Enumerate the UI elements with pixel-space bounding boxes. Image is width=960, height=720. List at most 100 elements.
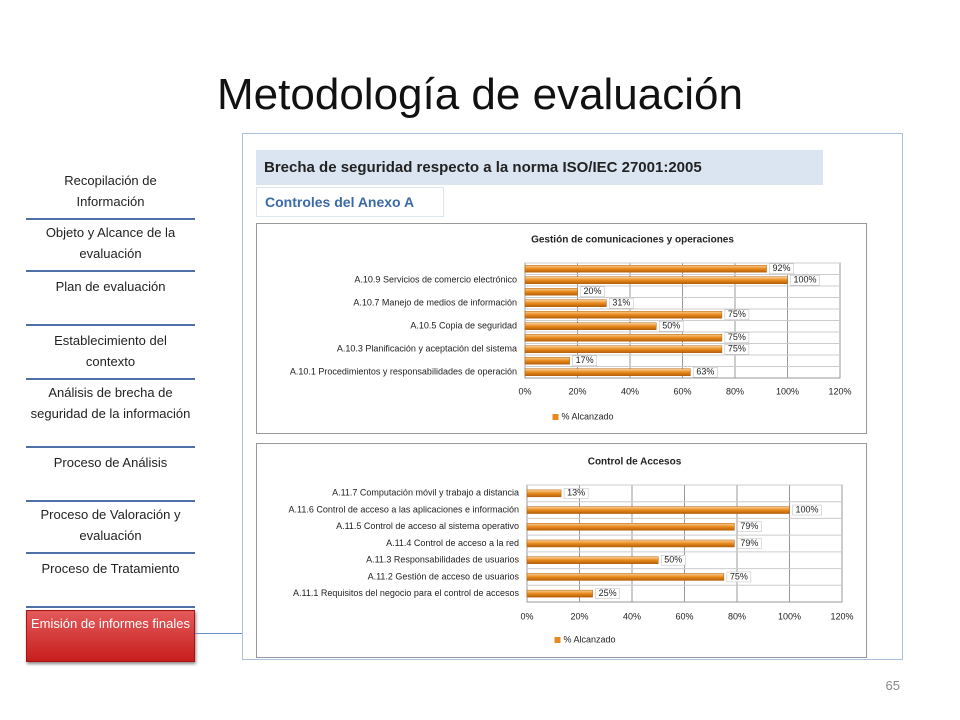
slide-title: Metodología de evaluación [217, 70, 743, 119]
chart-frame [256, 443, 867, 658]
y-tick-label: A.11.1 Requisitos del negocio para el co… [293, 588, 519, 598]
sidebar-item: Proceso de Valoración y evaluación [26, 502, 195, 554]
value-label-box [724, 332, 750, 343]
value-label: 79% [740, 538, 758, 548]
x-tick-label: 60% [673, 386, 691, 396]
panel-subheading: Controles del Anexo A [256, 187, 444, 217]
bar [524, 345, 723, 353]
value-label-box [724, 344, 750, 355]
value-label: 75% [728, 332, 746, 342]
x-tick-label: 20% [568, 386, 586, 396]
value-label: 20% [584, 286, 602, 296]
value-label-box [661, 554, 686, 566]
bar [526, 523, 735, 531]
value-label: 13% [567, 488, 585, 498]
value-label: 79% [740, 521, 758, 531]
bar [526, 506, 790, 514]
y-tick-label: A.11.4 Control de acceso a la red [386, 538, 519, 548]
sidebar-item: Recopilación de Información [26, 168, 195, 220]
bar [524, 311, 723, 319]
bar [526, 539, 735, 548]
value-label-box [737, 538, 762, 549]
bar [524, 288, 578, 296]
value-label: 75% [730, 571, 748, 581]
y-tick-label: A.11.2 Gestión de acceso de usuarios [368, 571, 520, 581]
panel [242, 133, 903, 660]
chart-title: Gestión de comunicaciones y operaciones [531, 235, 734, 246]
value-label: 50% [662, 321, 680, 331]
bar [524, 334, 723, 342]
bar [526, 589, 593, 598]
bar [526, 489, 562, 498]
x-tick-label: 80% [726, 386, 744, 396]
value-label-box [792, 504, 822, 516]
bar [524, 299, 607, 307]
x-tick-label: 80% [728, 611, 746, 621]
bar [524, 322, 657, 330]
value-label: 75% [728, 309, 746, 319]
x-tick-label: 120% [830, 611, 853, 621]
bar [526, 573, 725, 581]
x-tick-label: 0% [520, 611, 533, 621]
panel-heading: Brecha de seguridad respecto a la norma … [256, 150, 823, 185]
value-label: 17% [576, 355, 594, 365]
bar [526, 556, 659, 564]
value-label-box [724, 309, 750, 320]
value-label: 100% [794, 275, 817, 285]
value-label-box [769, 263, 794, 274]
y-tick-label: A.11.7 Computación móvil y trabajo a dis… [332, 488, 519, 498]
legend-swatch [552, 414, 559, 420]
value-label: 31% [612, 298, 630, 308]
connector [195, 633, 242, 634]
y-tick-label: A.10.9 Servicios de comercio electrónico [354, 275, 517, 285]
sidebar-item: Objeto y Alcance de la evaluación [26, 220, 195, 272]
value-label: 92% [773, 263, 791, 273]
bar [524, 368, 691, 376]
y-tick-label: A.10.3 Planificación y aceptación del si… [337, 344, 517, 354]
chart-title: Control de Accesos [588, 457, 682, 468]
value-label-box [790, 275, 820, 286]
sidebar-item: Emisión de informes finales [26, 610, 195, 662]
value-label: 75% [728, 344, 746, 354]
legend-swatch [554, 637, 561, 643]
x-tick-label: 40% [621, 386, 639, 396]
y-tick-label: A.11.5 Control de acceso al sistema oper… [336, 521, 519, 531]
y-tick-label: A.10.7 Manejo de medios de información [353, 298, 517, 308]
value-label-box [563, 488, 589, 499]
value-label-box [609, 298, 634, 309]
x-tick-label: 60% [675, 611, 693, 621]
value-label-box [572, 355, 597, 366]
x-tick-label: 100% [778, 611, 801, 621]
sidebar-item: Proceso de Análisis [26, 450, 195, 502]
value-label: 100% [796, 504, 819, 514]
value-label: 25% [599, 588, 617, 598]
x-tick-label: 100% [776, 386, 799, 396]
bar [524, 276, 788, 284]
bar [524, 265, 767, 273]
sidebar-item: Plan de evaluación [26, 274, 195, 326]
x-tick-label: 20% [570, 611, 588, 621]
y-tick-label: A.10.1 Procedimientos y responsabilidade… [290, 367, 517, 377]
value-label-box [726, 571, 752, 583]
value-label-box [693, 367, 718, 378]
x-tick-label: 120% [828, 386, 851, 396]
value-label-box [595, 588, 620, 599]
value-label-box [737, 521, 762, 533]
value-label: 50% [664, 555, 682, 565]
sidebar-item: Análisis de brecha de seguridad de la in… [26, 380, 195, 448]
x-tick-label: 40% [623, 611, 641, 621]
y-tick-label: A.11.3 Responsabilidades de usuarios [366, 555, 519, 565]
sidebar-item: Establecimiento del contexto [26, 328, 195, 380]
value-label-box [580, 286, 605, 297]
sidebar-item: Proceso de Tratamiento [26, 556, 195, 608]
legend-label: % Alcanzado [562, 411, 614, 421]
value-label-box [659, 321, 684, 332]
x-tick-label: 0% [518, 386, 531, 396]
y-tick-label: A.10.5 Copia de seguridad [410, 321, 517, 331]
value-label: 63% [696, 367, 714, 377]
legend-label: % Alcanzado [564, 634, 616, 644]
y-tick-label: A.11.6 Control de acceso a las aplicacio… [289, 504, 519, 514]
bar [524, 357, 570, 365]
